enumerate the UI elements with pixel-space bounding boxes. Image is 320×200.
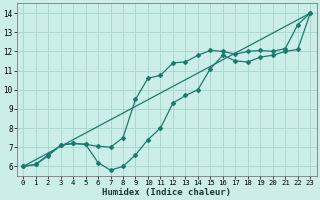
X-axis label: Humidex (Indice chaleur): Humidex (Indice chaleur) [102,188,231,197]
